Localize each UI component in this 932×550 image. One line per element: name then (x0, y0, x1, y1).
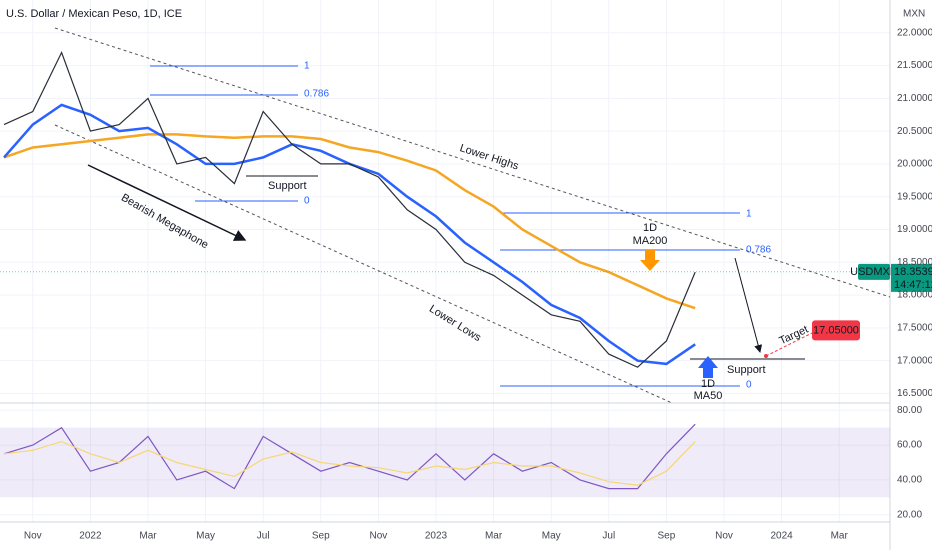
y-tick-label: 40.00 (897, 475, 922, 486)
y-tick-label: 18.00000 (897, 290, 932, 301)
fib-label: 0.786 (304, 89, 329, 100)
x-tick-label: Nov (370, 531, 388, 542)
lower-lows-line (54, 124, 673, 404)
x-tick-label: Jul (257, 531, 270, 542)
x-tick-label: Nov (24, 531, 42, 542)
symbol-badge (858, 263, 890, 280)
x-tick-label: May (542, 531, 561, 542)
annotation: Support (268, 180, 307, 192)
fib-label: 1 (304, 61, 310, 72)
y-tick-label: 20.50000 (897, 126, 932, 137)
fib-label: 0 (746, 380, 752, 391)
target-badge (812, 320, 860, 341)
y-tick-label: 19.00000 (897, 224, 932, 235)
annotation: Lower Lows (427, 303, 484, 345)
annotation: MA200 (633, 235, 668, 247)
price-line (3, 50, 696, 368)
y-tick-label: 16.50000 (897, 388, 932, 399)
chart-title: U.S. Dollar / Mexican Peso, 1D, ICE (6, 8, 182, 20)
y-tick-label: 20.00 (897, 509, 922, 520)
price-label: 18.35394 (894, 266, 932, 278)
y-tick-label: 20.00000 (897, 159, 932, 170)
y-tick-label: 17.50000 (897, 323, 932, 334)
lower-highs-line (54, 27, 891, 298)
x-tick-label: May (196, 531, 215, 542)
price-line (3, 103, 696, 366)
y-tick-label: 19.50000 (897, 191, 932, 202)
target-line (765, 332, 813, 357)
y-tick-label: 80.00 (897, 405, 922, 416)
y-tick-label: 21.50000 (897, 60, 932, 71)
target-label: 17.05000 (813, 324, 859, 336)
y-tick-label: 60.00 (897, 440, 922, 451)
x-tick-label: Mar (139, 531, 157, 542)
price-badge (891, 263, 932, 292)
annotation: 1D (701, 378, 715, 390)
countdown: 14:47:12 (894, 279, 932, 291)
x-tick-label: Mar (831, 531, 849, 542)
x-tick-label: Mar (485, 531, 503, 542)
y-tick-label: 21.00000 (897, 93, 932, 104)
up-arrow (698, 356, 718, 378)
price-line (3, 133, 696, 310)
fib-label: 1 (746, 209, 752, 220)
annotation: 1D (643, 222, 657, 234)
annotation: MA50 (694, 390, 723, 402)
down-arrow (640, 250, 660, 271)
y-tick-label: 18.50000 (897, 257, 932, 268)
x-tick-label: 2024 (770, 531, 793, 542)
megaphone-arrow (87, 164, 247, 241)
x-tick-label: Sep (312, 531, 330, 542)
x-tick-label: Jul (602, 531, 615, 542)
rsi-line (3, 440, 696, 486)
annotation: Target (777, 324, 810, 348)
x-tick-label: Sep (658, 531, 676, 542)
x-tick-label: 2022 (79, 531, 102, 542)
target-point (764, 354, 768, 358)
y-tick-label: 17.00000 (897, 355, 932, 366)
symbol-label: USDMXN (850, 266, 898, 278)
annotation: Support (727, 364, 766, 376)
x-tick-label: Nov (715, 531, 733, 542)
x-tick-label: 2023 (425, 531, 448, 542)
projection-arrow (734, 257, 763, 353)
fib-label: 0 (304, 196, 310, 207)
currency: MXN (903, 9, 925, 20)
y-tick-label: 22.00000 (897, 27, 932, 38)
fib-label: 0.786 (746, 245, 771, 256)
